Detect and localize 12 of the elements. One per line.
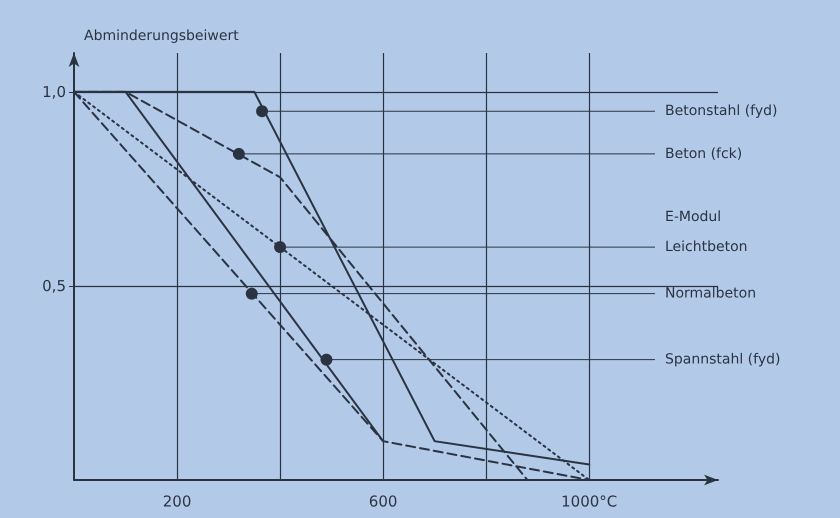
y-axis-title: Abminderungsbeiwert <box>84 28 240 44</box>
x-tick-label: 1000°C <box>561 492 618 510</box>
x-tick-label: 200 <box>162 492 192 510</box>
x-tick-label: 600 <box>368 492 398 510</box>
y-tick-label: 0,5 <box>42 276 66 295</box>
annotation: Spannstahl (fyd) <box>665 352 780 368</box>
y-tick-label: 1,0 <box>42 82 66 101</box>
annotation: Betonstahl (fyd) <box>665 103 778 120</box>
annotation: Beton (fck) <box>665 146 742 162</box>
annotation: E-Modul <box>665 209 722 226</box>
annotation: Normalbeton <box>665 286 756 302</box>
annotation: Leichtbeton <box>665 239 748 256</box>
